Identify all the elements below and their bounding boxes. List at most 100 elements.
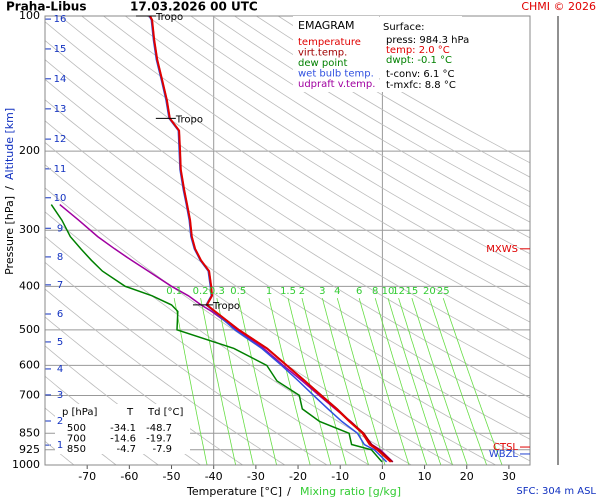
altitude-tick-label: 10 <box>54 193 67 204</box>
surface-box <box>380 16 462 92</box>
x-axis-title: Temperature [°C] <box>186 485 282 498</box>
mixing-ratio-line <box>336 297 386 465</box>
mixing-ratio-line <box>429 297 488 465</box>
x-tick-label: -20 <box>289 470 307 483</box>
mixing-ratio-line <box>200 298 237 465</box>
surface-title: Surface: <box>383 22 424 33</box>
altitude-tick-label: 15 <box>54 44 67 55</box>
mixing-ratio-label: 6 <box>356 286 362 297</box>
dry-adiabat <box>45 39 530 360</box>
mixing-ratio-label: 2 <box>299 286 305 297</box>
mixing-ratio-label: 4 <box>334 286 340 297</box>
tropo-label: Tropo <box>155 12 183 23</box>
table-cell: -7.9 <box>152 444 172 455</box>
mixing-ratio-label: 3 <box>319 286 325 297</box>
y-tick-label: 925 <box>19 443 40 456</box>
legend-entry: dew point <box>298 58 347 69</box>
altitude-tick-label: 2 <box>57 416 63 427</box>
mixing-ratio-label: 15 <box>406 286 419 297</box>
level-label: WBZL <box>489 449 519 460</box>
y-tick-label: 300 <box>19 223 40 236</box>
plot-frame <box>44 15 531 466</box>
dry-adiabat <box>59 16 530 323</box>
table-cell: -4.7 <box>116 444 136 455</box>
x-tick-label: -10 <box>331 470 349 483</box>
table-cell: 850 <box>67 444 86 455</box>
y-tick-label: 500 <box>19 323 40 336</box>
legend-entry: virt.temp. <box>298 48 347 59</box>
y-axis-title: Pressure [hPa] <box>3 196 16 275</box>
altitude-tick-label: 1 <box>57 440 63 451</box>
level-label: MXWS <box>486 244 518 255</box>
dry-adiabat <box>212 16 530 208</box>
mixing-ratio-label: 0.3 <box>209 286 225 297</box>
x-tick-label: -30 <box>247 470 265 483</box>
mixing-ratio-label: 0.2 <box>193 286 209 297</box>
dry-adiabat <box>45 59 530 379</box>
y-tick-label: 200 <box>19 144 40 157</box>
mixing-ratio-line <box>321 297 369 465</box>
table-cell: 700 <box>67 434 86 445</box>
y-tick-label: 850 <box>19 426 40 439</box>
dry-adiabat <box>45 288 286 465</box>
dry-adiabat <box>190 16 530 223</box>
legend-entry: temperature <box>298 37 361 48</box>
dry-adiabat <box>45 141 530 462</box>
y-tick-label: 400 <box>19 279 40 292</box>
table-cell: -48.7 <box>146 423 172 434</box>
level-label: CTSL <box>493 442 518 453</box>
mixing-ratio-label: 1 <box>266 286 272 297</box>
dry-adiabat <box>103 16 530 288</box>
altitude-tick-label: 12 <box>54 134 67 145</box>
altitude-tick-label: 16 <box>54 14 67 25</box>
profile-line <box>50 204 383 463</box>
mixing-ratio-line <box>442 297 503 465</box>
mixing-ratio-line <box>216 298 254 465</box>
dry-adiabat <box>45 316 243 465</box>
x-tick-label: -60 <box>120 470 138 483</box>
surface-line: t-conv: 6.1 °C <box>386 69 454 80</box>
mixing-ratio-label: 25 <box>437 286 450 297</box>
altitude-tick-label: 14 <box>54 74 67 85</box>
legend-box <box>293 16 379 92</box>
altitude-tick-label: 8 <box>57 252 63 263</box>
x-tick-label: 10 <box>418 470 432 483</box>
y-tick-label: 1000 <box>12 458 40 471</box>
tropo-label: Tropo <box>212 301 240 312</box>
table-cell: -19.7 <box>146 434 172 445</box>
mixing-ratio-line <box>398 297 453 465</box>
y-tick-label: 700 <box>19 388 40 401</box>
mixing-ratio-label: 0.1 <box>166 286 182 297</box>
mixing-ratio-line <box>268 297 311 465</box>
x-tick-label: -70 <box>78 470 96 483</box>
mixing-ratio-line <box>387 297 442 465</box>
x-tick-label: -50 <box>163 470 181 483</box>
mixing-ratio-line <box>411 297 468 465</box>
table-header: Td [°C] <box>147 407 184 418</box>
x-axis-sep: / <box>287 485 291 498</box>
table-header: p [hPa] <box>62 407 97 418</box>
table-cell: -34.1 <box>110 423 136 434</box>
dry-adiabat <box>45 21 530 341</box>
footer: SFC: 304 m ASL <box>516 486 596 497</box>
mixing-ratio-line <box>358 297 410 465</box>
credit: CHMI © 2026 <box>521 0 596 13</box>
mixing-ratio-line <box>173 298 208 465</box>
dry-adiabat <box>45 164 496 465</box>
mixing-ratio-label: 10 <box>382 286 395 297</box>
altitude-tick-label: 11 <box>54 164 67 175</box>
mixing-ratio-label: 1.5 <box>280 286 296 297</box>
mixing-ratio-label: 12 <box>392 286 405 297</box>
y-tick-label: 100 <box>19 9 40 22</box>
dry-adiabat <box>45 236 370 465</box>
altitude-tick-label: 5 <box>57 337 63 348</box>
mixing-ratio-line <box>287 297 332 465</box>
legend-entry: wet bulb temp. <box>298 69 374 80</box>
x-tick-label: 0 <box>379 470 386 483</box>
altitude-tick-label: 6 <box>57 309 63 320</box>
altitude-tick-label: 7 <box>57 280 63 291</box>
mixing-ratio-label: 20 <box>423 286 436 297</box>
altitude-tick-label: 3 <box>57 390 63 401</box>
